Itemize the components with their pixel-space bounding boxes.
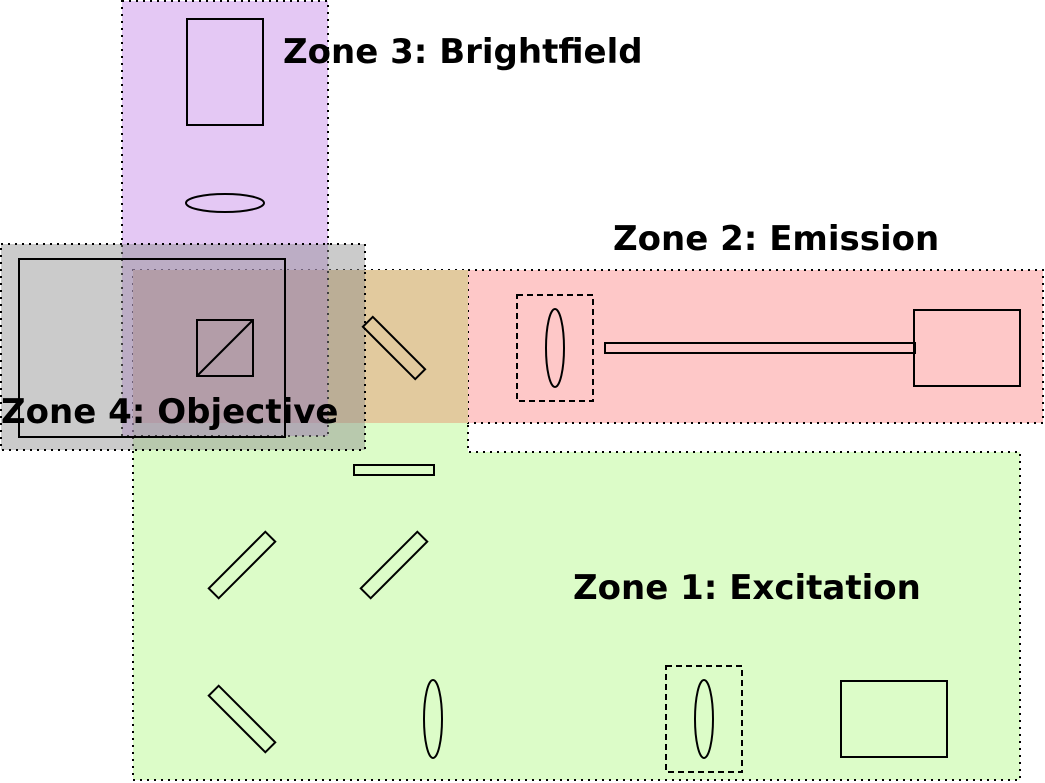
excitation-filter (353, 464, 435, 476)
excitation-lens (423, 679, 443, 759)
zone-excitation-label: Zone 1: Excitation (573, 568, 921, 608)
excitation-light-source (840, 680, 948, 758)
excitation-lens-housing (665, 665, 743, 773)
emission-camera (913, 309, 1021, 387)
emission-lens-housing (516, 294, 594, 402)
excitation-housed-lens (694, 679, 714, 759)
zone-emission-label: Zone 2: Emission (613, 219, 939, 259)
excitation-mirror-3 (207, 684, 277, 754)
brightfield-condenser-lens (185, 193, 265, 213)
zone-objective-label: Zone 4: Objective (1, 392, 338, 432)
objective-stage-frame (18, 258, 286, 438)
excitation-mirror-2 (359, 530, 429, 600)
zone-objective (0, 243, 366, 451)
excitation-mirror-1 (207, 530, 277, 600)
beam-splitter-cube (196, 319, 254, 377)
zone-brightfield-label: Zone 3: Brightfield (283, 32, 643, 72)
brightfield-lamp (186, 18, 264, 126)
emission-lens (545, 308, 565, 388)
emission-dichroic-mirror (361, 315, 427, 381)
zone-objective-area (0, 243, 366, 451)
zone-overlap-area (133, 270, 468, 423)
